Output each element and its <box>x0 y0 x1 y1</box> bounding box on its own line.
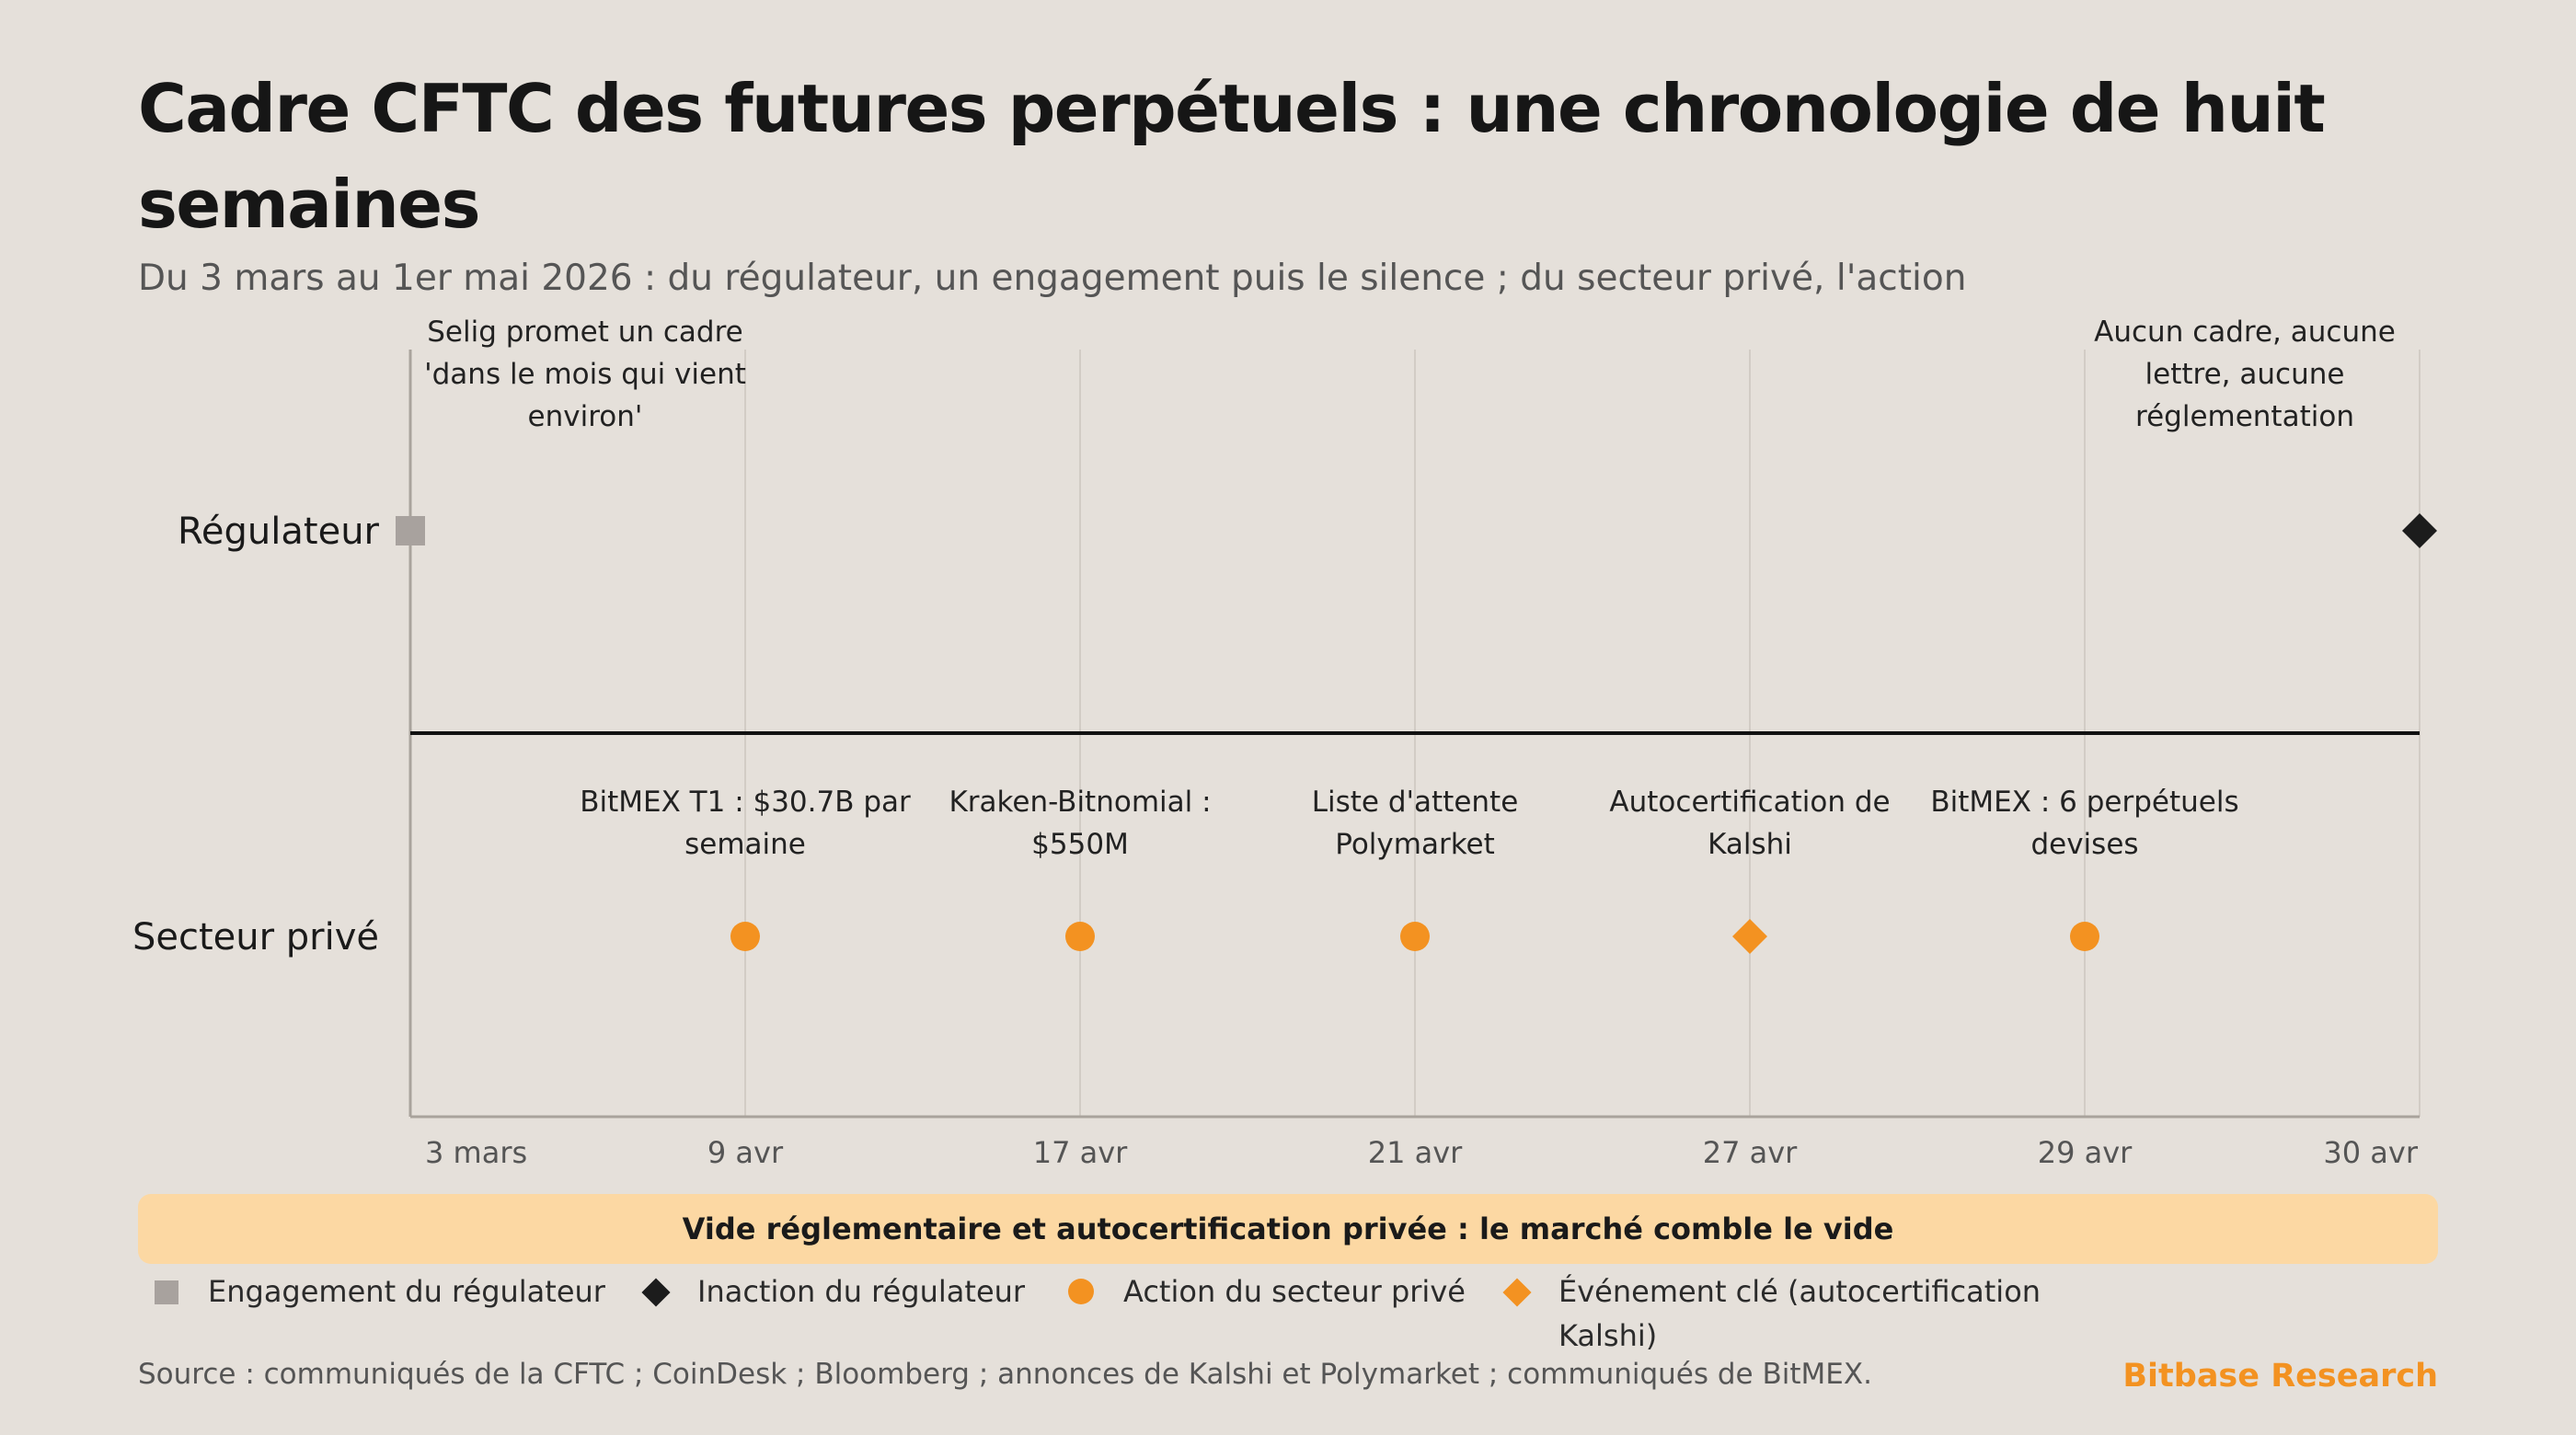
square-marker-icon <box>147 1269 184 1314</box>
legend-item-engagement: Engagement du régulateur <box>147 1269 605 1314</box>
event-label: Autocertification de Kalshi <box>1609 786 1890 861</box>
legend-label-key: Événement clé (autocertification Kalshi) <box>1558 1274 2041 1353</box>
event-label: Kraken-Bitnomial : $550M <box>949 786 1211 861</box>
x-tick-label: 29 avr <box>2038 1135 2133 1170</box>
diamond-marker-icon <box>637 1269 673 1314</box>
event-marker-action <box>1400 922 1430 951</box>
source-note: Source : communiqués de la CFTC ; CoinDe… <box>138 1358 1872 1391</box>
brand-label: Bitbase Research <box>2122 1358 2438 1395</box>
x-tick-label: 17 avr <box>1033 1135 1128 1170</box>
event-label: BitMEX : 6 perpétuels devises <box>1930 786 2238 861</box>
x-tick-label: 30 avr <box>2323 1135 2418 1170</box>
legend-label-action: Action du secteur privé <box>1123 1274 1466 1309</box>
event-label: BitMEX T1 : $30.7B par semaine <box>580 786 911 861</box>
chart-subtitle: Du 3 mars au 1er mai 2026 : du régulateu… <box>138 258 1967 299</box>
event-marker-action <box>1065 922 1095 951</box>
x-tick-label: 27 avr <box>1703 1135 1798 1170</box>
row-label: Secteur privé <box>132 916 379 959</box>
row-label: Régulateur <box>178 511 380 553</box>
event-marker-action <box>2070 922 2099 951</box>
event-marker-key <box>1732 919 1767 954</box>
x-tick-label: 21 avr <box>1368 1135 1463 1170</box>
legend-item-inaction: Inaction du régulateur <box>637 1269 1025 1314</box>
legend-item-action: Action du secteur privé <box>1063 1269 1466 1314</box>
event-marker-engagement <box>396 516 425 545</box>
legend-label-inaction: Inaction du régulateur <box>697 1274 1026 1309</box>
event-marker-action <box>730 922 760 951</box>
chart-title: Cadre CFTC des futures perpétuels : une … <box>138 70 2326 243</box>
event-marker-inaction <box>2402 513 2437 548</box>
x-tick-label: 9 avr <box>707 1135 784 1170</box>
summary-banner: Vide réglementaire et autocertification … <box>138 1194 2438 1264</box>
timeline-chart: Régulateur Secteur privé 3 mars 9 avr 17 avr… <box>132 316 2437 1170</box>
legend-item-key: Événement clé (autocertification Kalshi) <box>1498 1269 2068 1358</box>
orange-diamond-marker-icon <box>1498 1269 1535 1314</box>
event-label: Liste d'attente Polymarket <box>1312 786 1519 861</box>
event-label: Aucun cadre, aucune lettre, aucune régleme… <box>2094 316 2396 433</box>
event-label: Selig promet un cadre'dans le mois qui v… <box>424 316 746 433</box>
legend-label-engagement: Engagement du régulateur <box>208 1274 605 1309</box>
circle-marker-icon <box>1063 1269 1099 1314</box>
x-tick-label: 3 mars <box>425 1135 527 1170</box>
